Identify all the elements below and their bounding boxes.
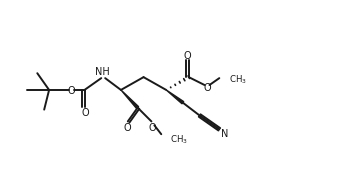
Text: O: O: [123, 123, 131, 133]
Text: O: O: [149, 123, 156, 133]
Text: O: O: [183, 51, 191, 61]
Polygon shape: [121, 90, 139, 109]
Polygon shape: [166, 90, 184, 104]
Text: CH$_3$: CH$_3$: [170, 134, 188, 146]
Text: O: O: [204, 83, 211, 93]
Text: NH: NH: [95, 67, 110, 77]
Text: CH$_3$: CH$_3$: [229, 74, 247, 86]
Text: O: O: [68, 86, 75, 96]
Text: O: O: [82, 108, 89, 118]
Text: N: N: [221, 129, 228, 139]
